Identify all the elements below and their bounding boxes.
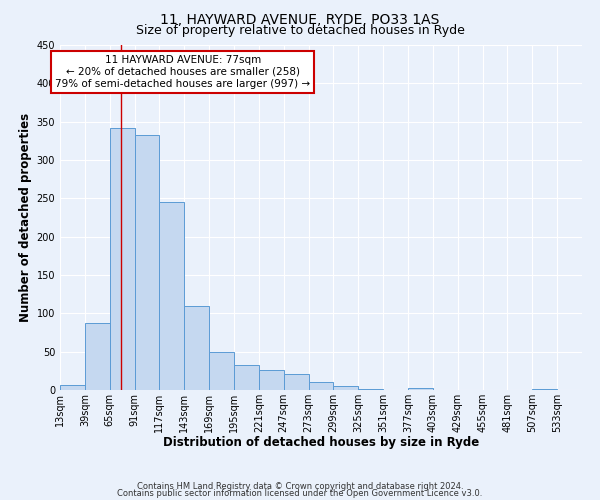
Bar (284, 374, 308, 390)
Bar (85, 322, 110, 390)
Text: Size of property relative to detached houses in Ryde: Size of property relative to detached ho… (136, 24, 464, 37)
Y-axis label: Number of detached properties: Number of detached properties (19, 113, 32, 322)
Bar (60, 384, 85, 390)
Bar (134, 134, 160, 390)
Text: Contains public sector information licensed under the Open Government Licence v3: Contains public sector information licen… (118, 490, 482, 498)
Text: 11 HAYWARD AVENUE: 77sqm
← 20% of detached houses are smaller (258)
79% of semi-: 11 HAYWARD AVENUE: 77sqm ← 20% of detach… (55, 56, 310, 88)
Bar (184, 306, 209, 390)
X-axis label: Distribution of detached houses by size in Ryde: Distribution of detached houses by size … (163, 436, 479, 450)
Bar (110, 128, 134, 390)
Bar (259, 370, 284, 390)
Bar (358, 389, 383, 390)
Bar (308, 382, 334, 390)
Text: Contains HM Land Registry data © Crown copyright and database right 2024.: Contains HM Land Registry data © Crown c… (137, 482, 463, 491)
Text: 11, HAYWARD AVENUE, RYDE, PO33 1AS: 11, HAYWARD AVENUE, RYDE, PO33 1AS (160, 12, 440, 26)
Bar (408, 388, 433, 390)
Bar (334, 386, 358, 390)
Bar (209, 352, 234, 390)
Bar (160, 202, 184, 390)
Bar (532, 389, 557, 390)
Bar (234, 366, 259, 390)
